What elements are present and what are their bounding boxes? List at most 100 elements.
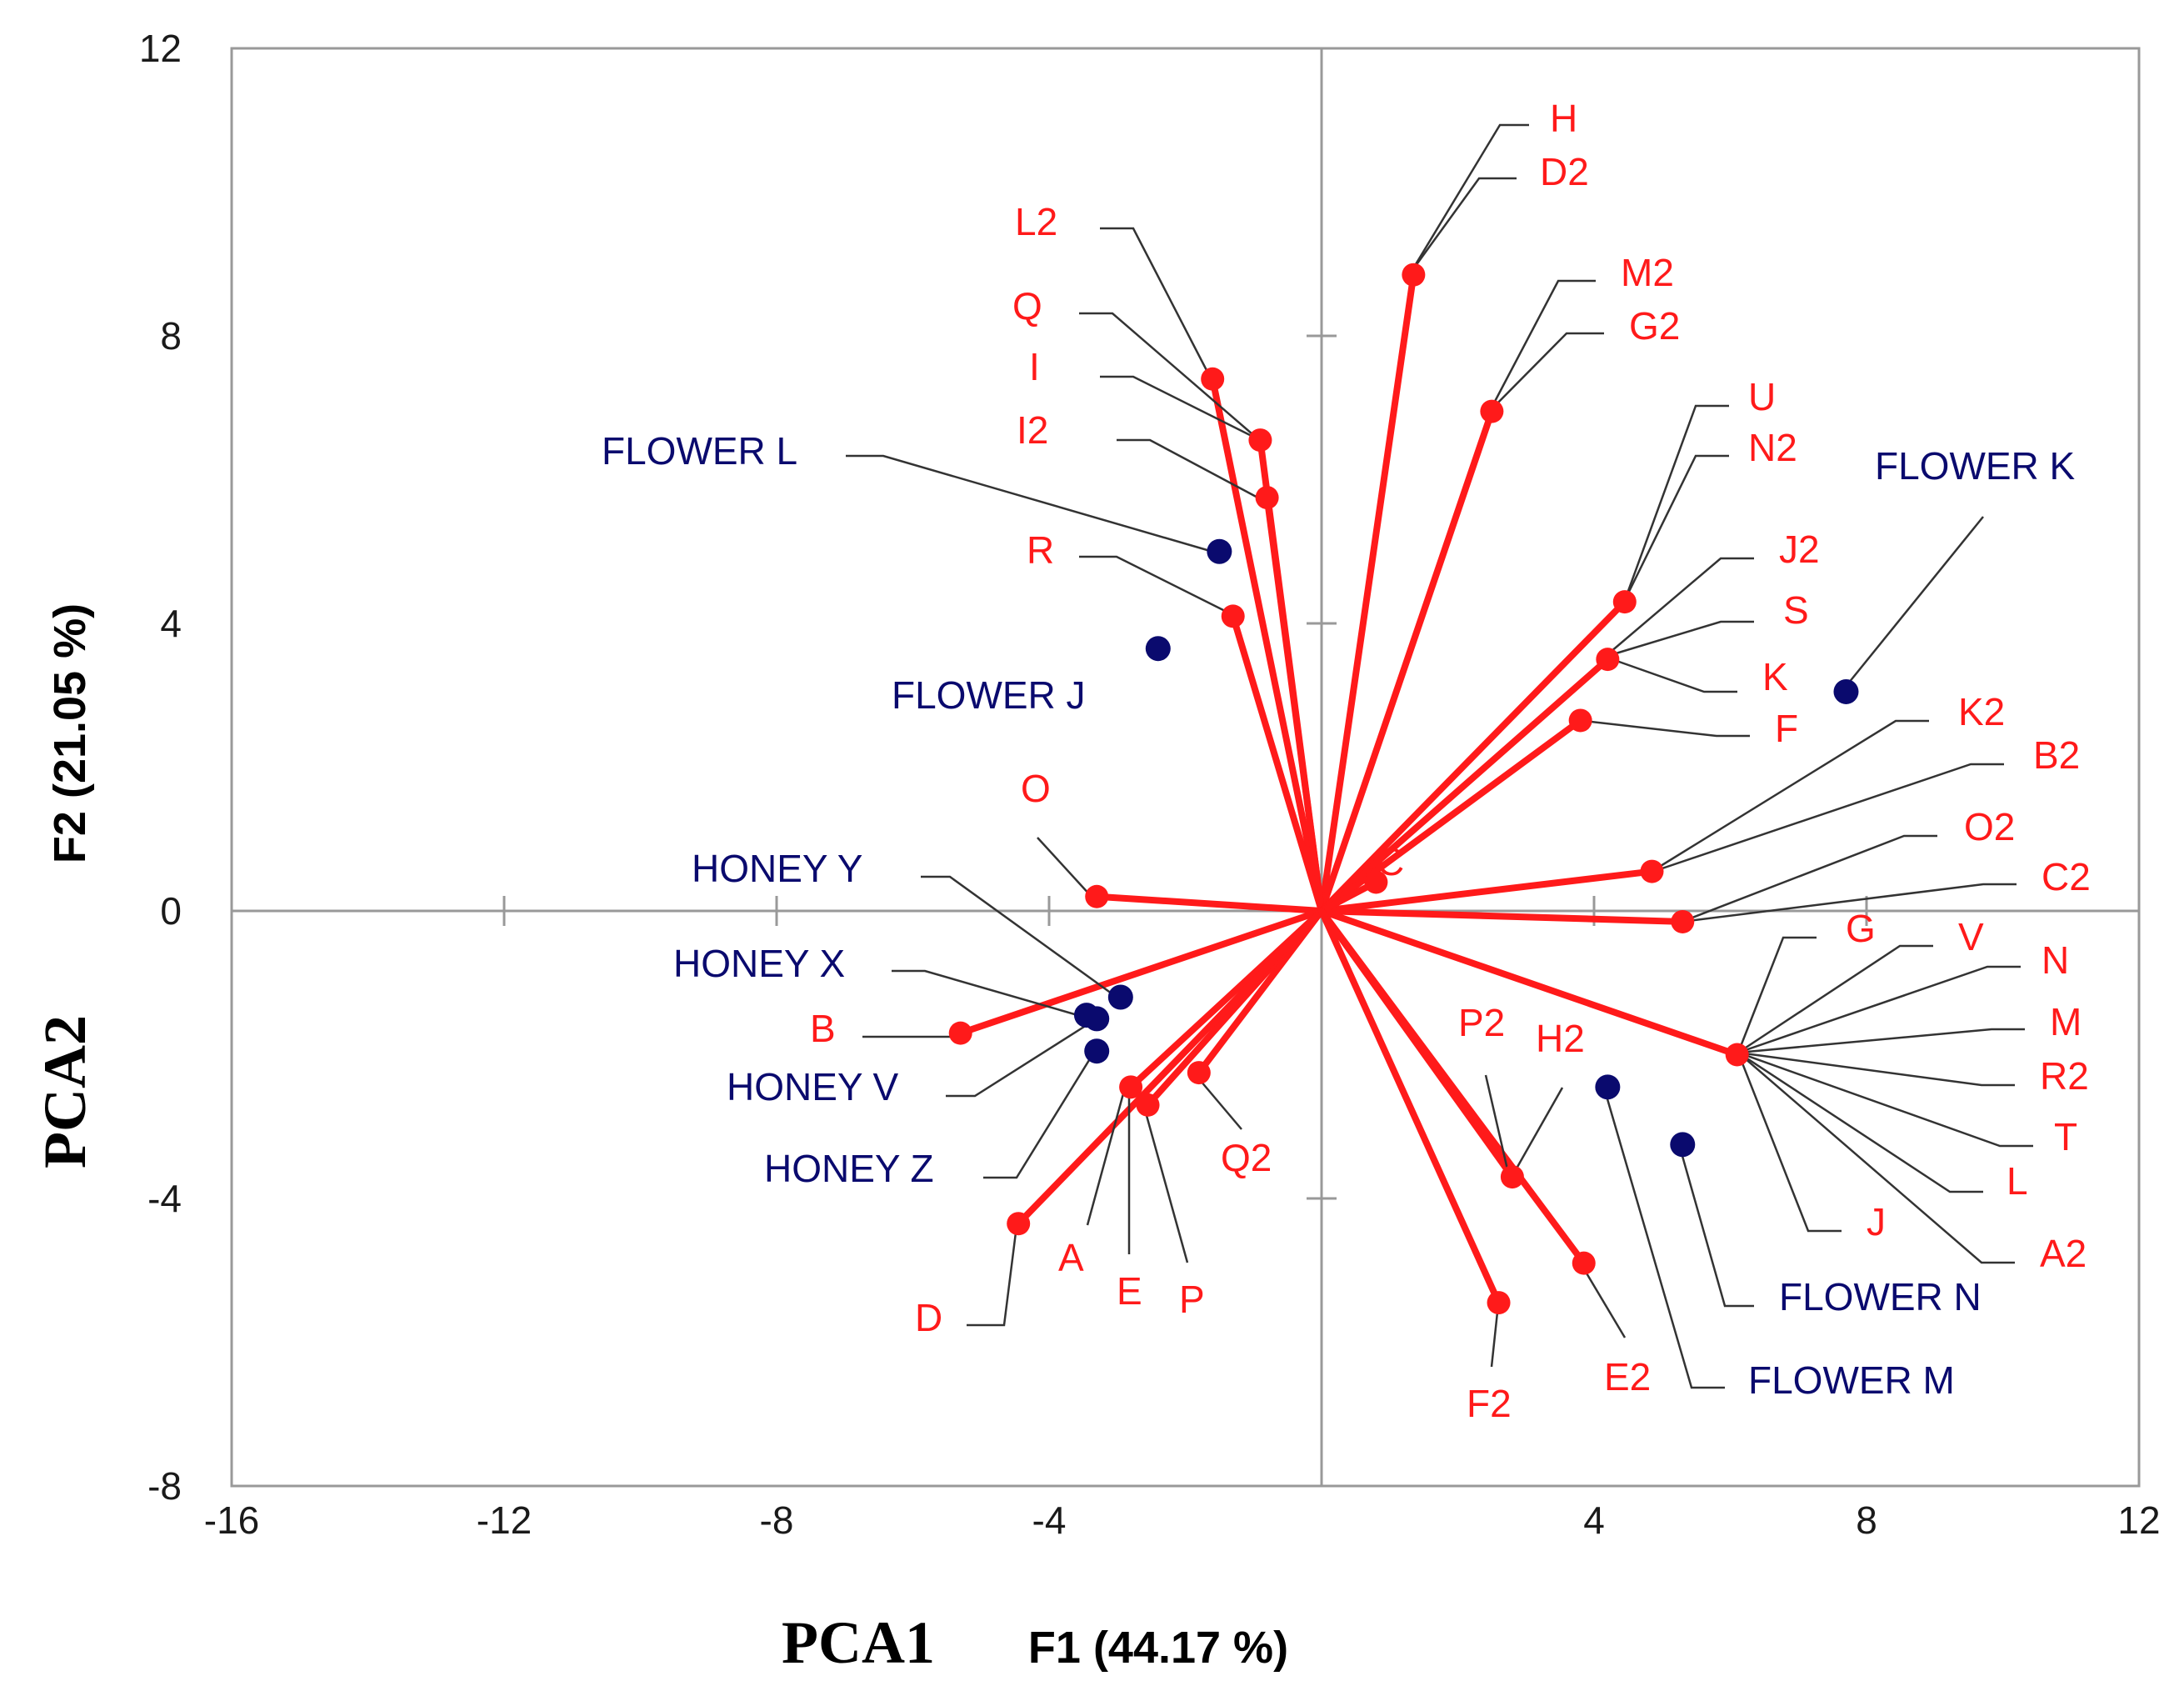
- variable-label-j2: J2: [1779, 528, 1820, 571]
- leader-line-honey-y: [921, 875, 1122, 1002]
- variable-point-p: [1136, 1093, 1160, 1117]
- variable-point-h: [1402, 263, 1426, 287]
- variable-point-o2: [1671, 909, 1695, 933]
- observation-point-flower-n: [1670, 1132, 1696, 1158]
- variable-label-n2: N2: [1748, 426, 1797, 469]
- variable-point-a: [1119, 1075, 1143, 1099]
- leader-line-n2: [1623, 454, 1729, 601]
- variable-vector-l2: [1209, 375, 1325, 914]
- variable-point-u: [1612, 590, 1637, 614]
- leader-line-h: [1409, 123, 1529, 273]
- leader-line-h2: [1508, 1087, 1564, 1181]
- y-axis-sub-title: F2 (21.05 %): [45, 603, 95, 863]
- leader-line-u: [1623, 404, 1729, 601]
- variable-label-g2: G2: [1629, 304, 1680, 348]
- variable-point-q: [1248, 428, 1272, 453]
- leader-line-l: [1737, 1051, 1983, 1193]
- variable-label-b2: B2: [2033, 733, 2080, 777]
- plot-frame: [230, 47, 2141, 1488]
- observation-label-flower-k: FLOWER K: [1875, 444, 2076, 488]
- leader-line-q: [1079, 312, 1259, 440]
- leader-line-o2: [1681, 834, 1937, 923]
- variable-vector-f: [1318, 717, 1584, 914]
- x-tick-label: 8: [1856, 1498, 1877, 1542]
- variable-label-m: M: [2050, 1000, 2082, 1043]
- variable-label-b: B: [810, 1007, 836, 1050]
- tick-labels-group: -16 -12 -8 -4 4 8 12 -8 -4 0 4 8 12: [139, 27, 2161, 1542]
- variable-label-t: T: [2054, 1115, 2077, 1158]
- points-group: [948, 263, 1859, 1315]
- observation-label-flower-l: FLOWER L: [602, 429, 797, 473]
- variable-vector-o: [1093, 893, 1325, 914]
- variable-label-r: R: [1027, 528, 1054, 572]
- observation-point-honey-v: [1084, 1006, 1110, 1032]
- variable-label-g: G: [1846, 907, 1876, 950]
- leader-line-l2: [1100, 227, 1212, 378]
- leader-line-flower-l: [846, 454, 1217, 554]
- observation-label-honey-v: HONEY V: [727, 1065, 899, 1108]
- observation-point-flower-l: [1207, 538, 1232, 564]
- variable-label-e2: E2: [1604, 1355, 1651, 1398]
- leader-line-p2: [1484, 1074, 1512, 1181]
- variable-vector-o2: [1318, 908, 1687, 925]
- leader-line-t: [1737, 1051, 2033, 1148]
- leader-line-honey-z: [983, 1053, 1095, 1179]
- y-tick-label: 12: [139, 27, 182, 70]
- leader-line-m2: [1488, 279, 1596, 412]
- leader-line-v: [1737, 944, 1933, 1054]
- variable-point-r: [1221, 604, 1245, 628]
- variable-point-d: [1007, 1212, 1031, 1236]
- variable-label-r2: R2: [2040, 1054, 2089, 1098]
- leader-line-r2: [1737, 1051, 2015, 1087]
- x-axis-sub-title: F1 (44.17 %): [1028, 1623, 1288, 1673]
- observation-label-honey-z: HONEY Z: [764, 1147, 934, 1190]
- leader-line-g2: [1489, 332, 1604, 412]
- variable-label-p: P: [1179, 1278, 1205, 1321]
- variable-label-f2: F2: [1467, 1382, 1512, 1425]
- variable-label-o2: O2: [1964, 805, 2015, 848]
- leader-line-a2: [1737, 1052, 2015, 1264]
- variable-label-p2: P2: [1458, 1001, 1505, 1044]
- leader-line-g: [1737, 936, 1817, 1053]
- leader-line-flower-n: [1677, 1143, 1754, 1308]
- variable-label-q: Q: [1012, 284, 1042, 328]
- leader-line-b2: [1649, 763, 2004, 874]
- x-tick-label: 4: [1583, 1498, 1605, 1542]
- x-tick-label: -16: [204, 1498, 259, 1542]
- observation-label-flower-m: FLOWER M: [1748, 1358, 1955, 1402]
- variable-vector-k2: [1318, 868, 1656, 914]
- leader-line-q2: [1195, 1074, 1242, 1130]
- leader-line-honey-x: [892, 969, 1084, 1018]
- variable-label-h2: H2: [1536, 1017, 1585, 1060]
- variable-vector-g: [1318, 908, 1741, 1058]
- observation-label-flower-n: FLOWER N: [1779, 1275, 1982, 1318]
- variable-label-a: A: [1058, 1236, 1084, 1279]
- variable-label-h: H: [1550, 97, 1577, 140]
- variable-point-q2: [1187, 1061, 1211, 1085]
- variable-label-m2: M2: [1621, 251, 1674, 294]
- variable-label-c: C: [1377, 840, 1404, 883]
- x-tick-label: 12: [2117, 1498, 2160, 1542]
- leader-line-d: [967, 1225, 1018, 1327]
- observation-point-flower-k: [1833, 678, 1859, 704]
- variable-vector-e2: [1318, 908, 1587, 1267]
- variable-label-k2: K2: [1958, 690, 2005, 733]
- variable-vectors-group: [957, 271, 1741, 1307]
- variable-label-l: L: [2007, 1159, 2028, 1203]
- y-axis-main-title: PCA2: [32, 1015, 98, 1168]
- leader-line-m: [1737, 1028, 2025, 1054]
- variable-vector-i2: [1263, 494, 1325, 914]
- leader-line-k2: [1649, 719, 1929, 874]
- observation-label-honey-y: HONEY Y: [692, 847, 862, 890]
- variable-label-c2: C2: [2042, 855, 2091, 898]
- leader-line-e2: [1579, 1263, 1627, 1338]
- variable-label-d: D: [915, 1296, 942, 1339]
- leader-line-f2: [1490, 1303, 1500, 1368]
- leader-lines-group: [846, 123, 2033, 1389]
- leader-line-flower-m: [1602, 1087, 1725, 1389]
- leader-line-a: [1086, 1087, 1127, 1226]
- leader-line-n: [1737, 965, 2021, 1054]
- x-tick-label: -8: [760, 1498, 794, 1542]
